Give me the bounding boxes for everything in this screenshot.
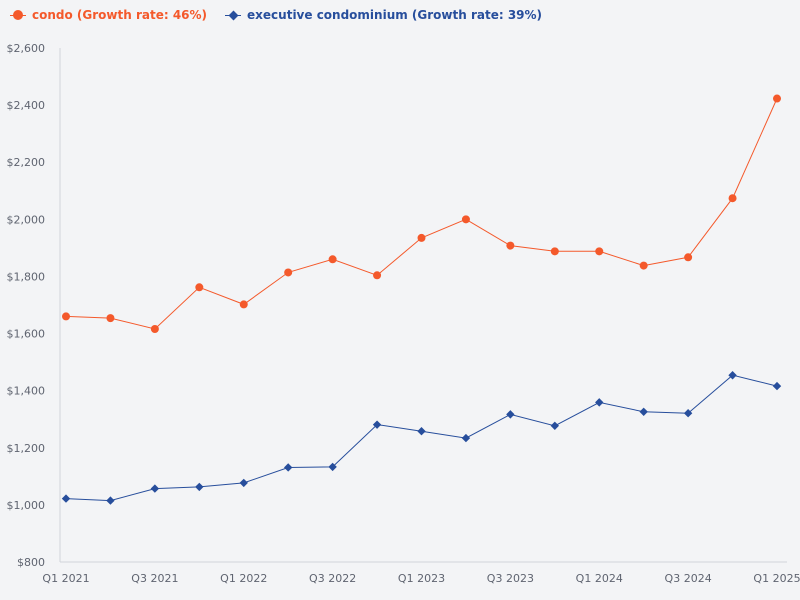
legend-item-condo[interactable]: condo (Growth rate: 46%) [10, 8, 207, 22]
y-tick-label: $1,200 [7, 442, 46, 455]
data-point-executive-condominium[interactable] [106, 496, 115, 505]
data-point-condo[interactable] [728, 194, 737, 203]
data-point-condo[interactable] [595, 247, 604, 256]
series-line-executive-condominium [65, 374, 778, 502]
y-tick-label: $2,600 [7, 42, 46, 55]
data-point-condo[interactable] [417, 233, 426, 242]
data-point-condo[interactable] [684, 253, 693, 262]
data-point-executive-condominium[interactable] [239, 478, 248, 488]
data-point-condo[interactable] [62, 312, 70, 321]
data-point-condo[interactable] [550, 247, 559, 256]
y-tick-label: $800 [17, 556, 45, 569]
data-point-executive-condominium[interactable] [595, 398, 604, 407]
data-point-executive-condominium[interactable] [150, 484, 160, 493]
data-point-executive-condominium[interactable] [772, 381, 782, 391]
data-point-condo[interactable] [284, 268, 293, 277]
x-tick-label: Q3 2022 [309, 572, 356, 585]
data-point-condo[interactable] [195, 283, 204, 292]
data-point-condo[interactable] [150, 324, 159, 333]
data-point-condo[interactable] [773, 94, 781, 103]
data-point-executive-condominium[interactable] [283, 463, 293, 472]
data-point-condo[interactable] [328, 255, 337, 264]
data-point-executive-condominium[interactable] [506, 410, 515, 419]
legend: condo (Growth rate: 46%) executive condo… [10, 8, 542, 22]
legend-marker-executive-condominium [225, 9, 242, 21]
y-tick-label: $1,400 [7, 385, 46, 398]
data-point-condo[interactable] [506, 241, 515, 250]
legend-marker-condo [10, 9, 26, 21]
data-point-executive-condominium[interactable] [683, 409, 693, 418]
data-point-condo[interactable] [373, 271, 382, 280]
x-tick-label: Q3 2023 [487, 572, 534, 585]
data-point-executive-condominium[interactable] [372, 420, 382, 429]
legend-label-executive-condominium: executive condominium (Growth rate: 39%) [247, 8, 543, 22]
y-tick-label: $1,600 [7, 328, 46, 341]
x-tick-label: Q1 2024 [576, 572, 623, 585]
data-point-condo[interactable] [239, 300, 248, 309]
y-tick-label: $2,000 [7, 213, 46, 226]
data-point-executive-condominium[interactable] [328, 462, 337, 472]
x-tick-label: Q1 2021 [42, 572, 89, 585]
data-point-executive-condominium[interactable] [728, 371, 737, 380]
legend-item-executive-condominium[interactable]: executive condominium (Growth rate: 39%) [225, 8, 542, 22]
x-tick-label: Q3 2024 [665, 572, 712, 585]
x-tick-label: Q1 2025 [753, 572, 800, 585]
series-line-condo [65, 98, 778, 330]
data-point-executive-condominium[interactable] [195, 482, 204, 492]
data-point-condo[interactable] [639, 261, 648, 270]
legend-label-condo: condo (Growth rate: 46%) [32, 8, 208, 22]
data-point-condo[interactable] [461, 215, 470, 224]
y-tick-label: $2,400 [7, 99, 46, 112]
x-tick-label: Q1 2022 [220, 572, 267, 585]
data-point-condo[interactable] [106, 314, 115, 323]
x-tick-label: Q3 2021 [131, 572, 178, 585]
y-tick-label: $1,800 [7, 270, 46, 283]
data-point-executive-condominium[interactable] [461, 433, 471, 443]
data-point-executive-condominium[interactable] [417, 427, 426, 436]
x-tick-label: Q1 2023 [398, 572, 445, 585]
y-tick-label: $2,200 [7, 156, 46, 169]
y-tick-label: $1,000 [7, 499, 46, 512]
data-point-executive-condominium[interactable] [550, 421, 560, 430]
data-point-executive-condominium[interactable] [61, 494, 71, 503]
data-point-executive-condominium[interactable] [639, 407, 648, 416]
